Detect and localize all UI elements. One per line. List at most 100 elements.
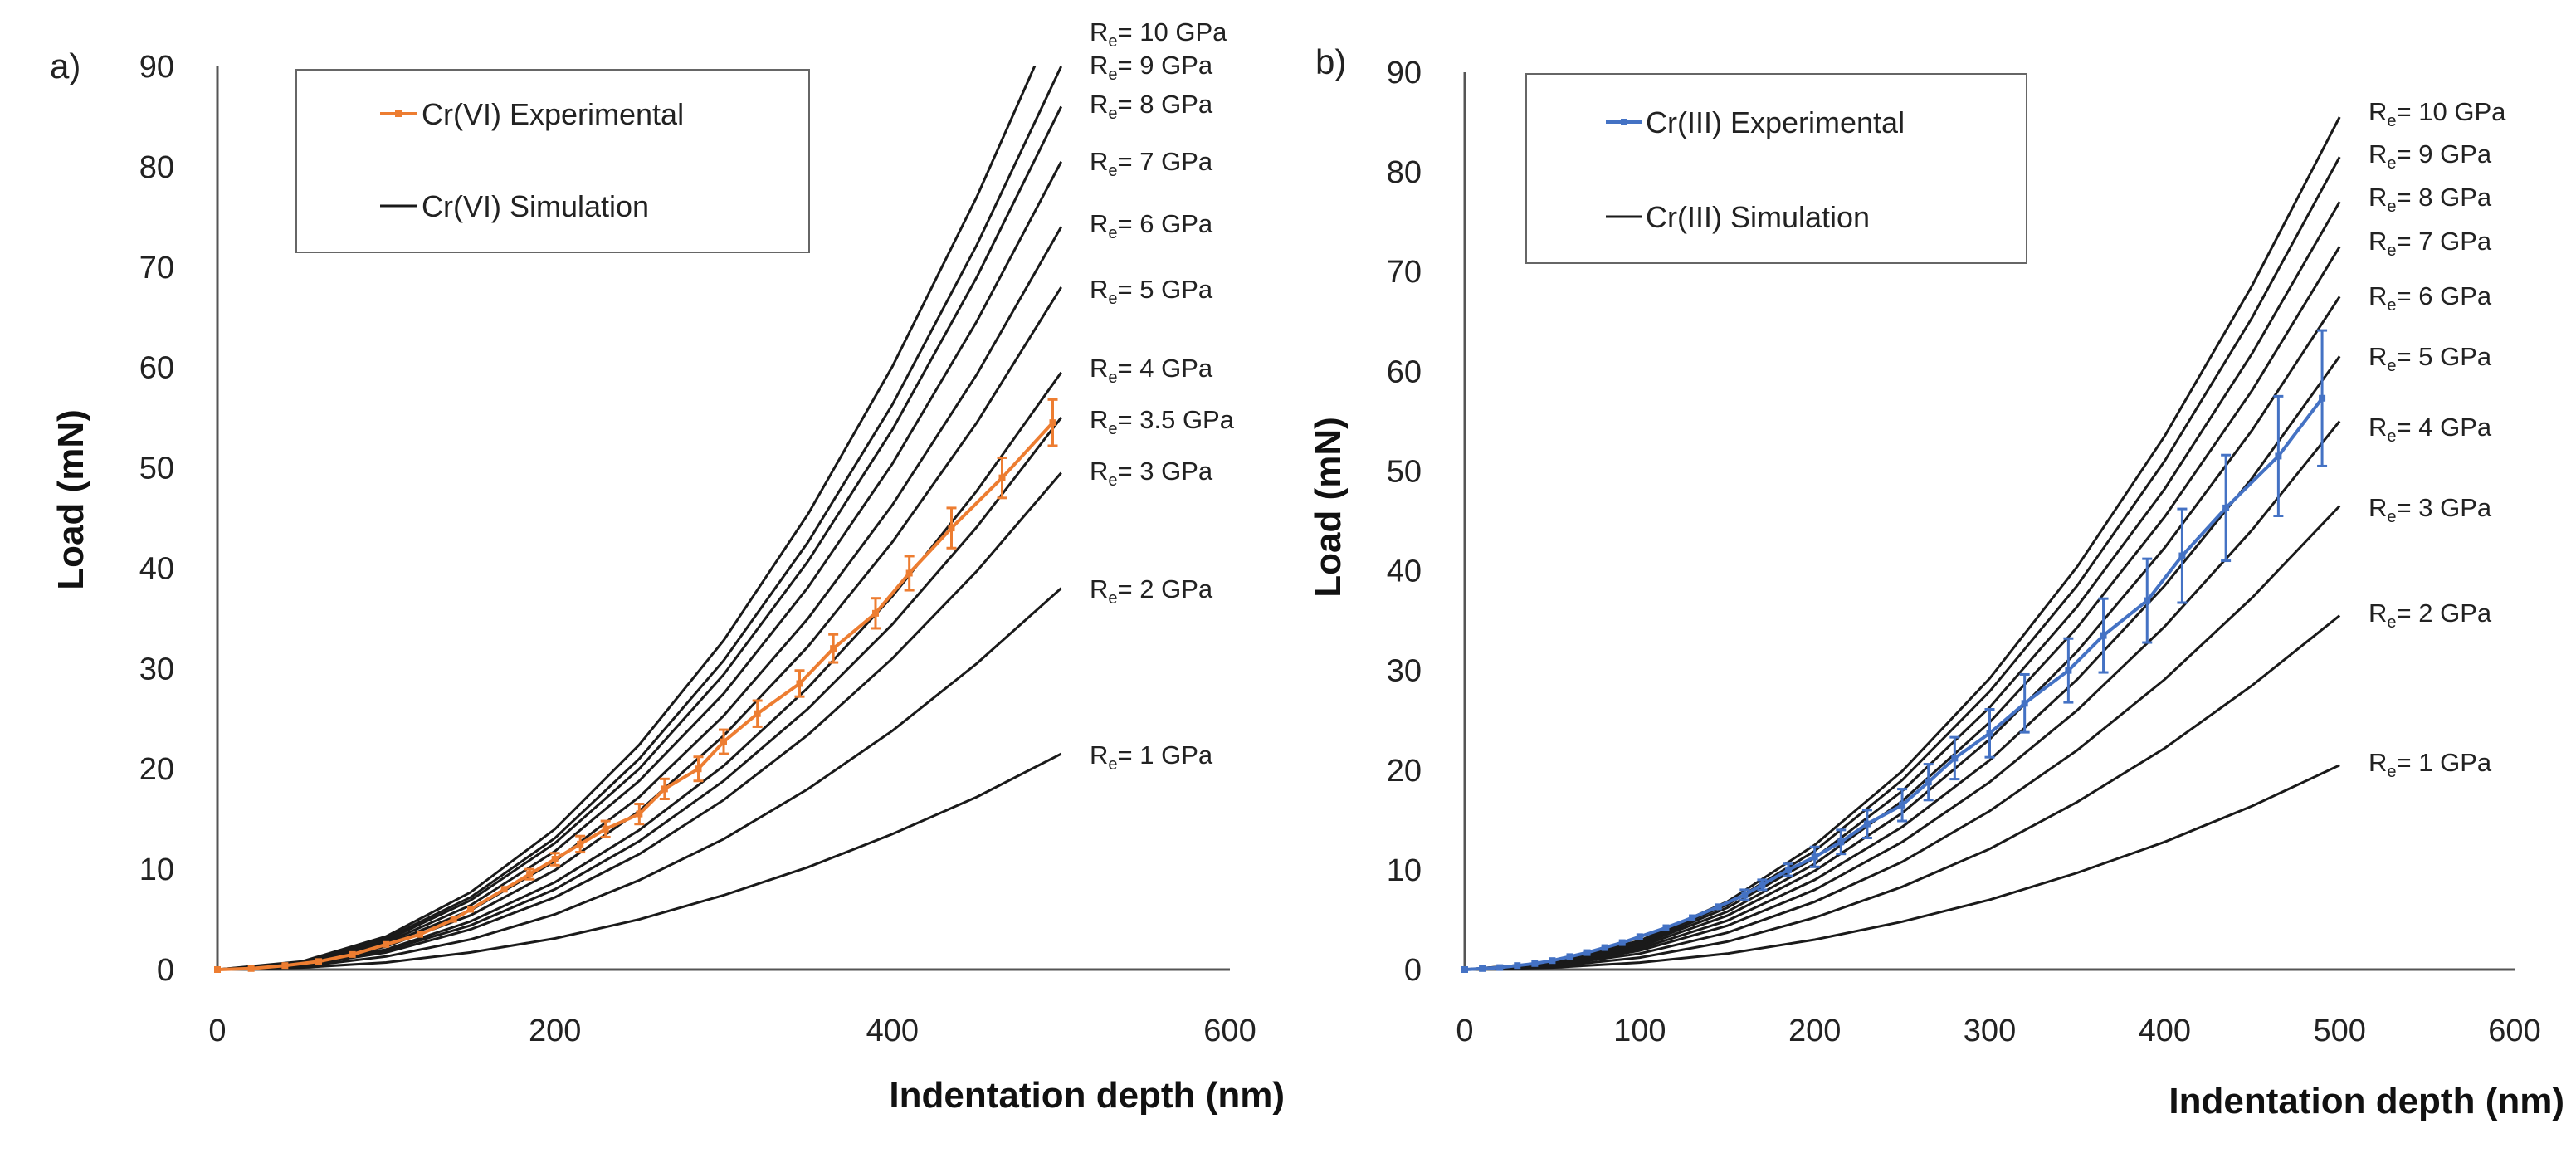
x-axis-title: Indentation depth (nm) — [2169, 1081, 2564, 1121]
label-value: = 3 GPa — [2397, 493, 2492, 522]
simulation-label: Re= 1 GPa — [2369, 748, 2492, 781]
simulation-label: Re= 5 GPa — [1090, 275, 1213, 308]
x-tick-label: 100 — [1613, 1014, 1666, 1048]
simulation-label: Re= 1 GPa — [1090, 740, 1213, 774]
data-point — [1618, 939, 1626, 946]
label-value: = 1 GPa — [1118, 740, 1213, 769]
y-tick-label: 50 — [139, 452, 174, 486]
label-prefix: R — [2369, 413, 2387, 442]
panel-label: b) — [1315, 42, 1346, 81]
data-point — [247, 965, 255, 972]
data-point — [872, 609, 879, 617]
data-point — [1662, 924, 1670, 931]
data-point — [1759, 881, 1766, 888]
y-tick-label: 40 — [139, 551, 174, 586]
label-subscript: e — [1108, 66, 1117, 84]
simulation-line — [1465, 505, 2341, 971]
data-point — [1496, 964, 1504, 971]
legend-label-simulation: Cr(III) Simulation — [1646, 200, 1870, 234]
label-value: = 7 GPa — [1118, 147, 1213, 176]
y-tick-label: 20 — [1387, 754, 1422, 789]
label-subscript: e — [1108, 290, 1117, 308]
y-tick-label: 90 — [139, 50, 174, 85]
experimental-line — [1464, 397, 2324, 971]
data-point — [1583, 949, 1591, 956]
x-tick-label: 0 — [1456, 1014, 1473, 1048]
label-subscript: e — [2387, 112, 2396, 130]
simulation-label: Re= 7 GPa — [1090, 147, 1213, 180]
simulation-line — [1465, 614, 2341, 971]
label-prefix: R — [1090, 209, 1108, 238]
data-point — [1514, 962, 1521, 970]
label-value: = 4 GPa — [1118, 354, 1213, 383]
x-tick-label: 200 — [1788, 1014, 1841, 1048]
data-point — [526, 871, 534, 878]
legend: Cr(III) Experimental Cr(III) Simulation — [1525, 73, 2027, 264]
data-point — [754, 710, 761, 717]
data-point — [467, 906, 474, 913]
label-prefix: R — [1090, 457, 1108, 486]
simulation-label: Re= 4 GPa — [2369, 413, 2492, 446]
data-point — [1785, 866, 1793, 873]
data-point — [602, 825, 609, 833]
simulation-label: Re= 5 GPa — [2369, 342, 2492, 375]
simulation-label: Re= 3.5 GPa — [1090, 405, 1235, 438]
experimental-series — [214, 398, 1058, 973]
simulation-line — [1465, 296, 2341, 971]
data-point — [500, 886, 508, 893]
y-tick-label: 40 — [1387, 555, 1422, 589]
data-point — [214, 966, 221, 973]
data-point — [577, 840, 584, 848]
legend-label-experimental: Cr(III) Experimental — [1646, 105, 1905, 139]
simulation-line — [1465, 156, 2341, 971]
simulation-line — [217, 105, 1063, 971]
label-value: = 4 GPa — [2397, 413, 2492, 442]
y-tick-label: 70 — [1387, 255, 1422, 290]
data-point — [2319, 394, 2326, 402]
data-point — [349, 950, 356, 958]
data-point — [1899, 801, 1906, 809]
x-tick-label: 300 — [1964, 1014, 2016, 1048]
data-point — [1531, 960, 1539, 967]
label-subscript: e — [1108, 420, 1117, 438]
simulation-label: Re= 9 GPa — [2369, 139, 2492, 173]
label-subscript: e — [1108, 32, 1117, 51]
legend-label-experimental: Cr(VI) Experimental — [422, 97, 684, 131]
x-tick-label: 600 — [2488, 1014, 2540, 1048]
label-value: = 3.5 GPa — [1118, 405, 1235, 434]
simulation-label: Re= 3 GPa — [1090, 457, 1213, 490]
label-value: = 6 GPa — [2397, 281, 2492, 310]
y-axis-title: Load (mN) — [51, 409, 91, 590]
simulation-label: Re= 9 GPa — [1090, 51, 1213, 84]
legend-marker-experimental — [1621, 119, 1627, 125]
data-point — [1479, 965, 1486, 972]
data-point — [1741, 891, 1749, 898]
x-tick-label: 0 — [208, 1014, 226, 1048]
x-tick-label: 600 — [1203, 1014, 1256, 1048]
data-point — [2021, 700, 2028, 707]
panel-a: a) 0 10 20 30 40 50 60 70 80 90 0 200 400 600 Indentati… — [50, 17, 1285, 1116]
data-point — [1986, 730, 1993, 737]
label-value: = 10 GPa — [2397, 97, 2507, 126]
simulation-line — [1465, 420, 2341, 971]
data-point — [2144, 597, 2151, 604]
label-prefix: R — [1090, 90, 1108, 119]
label-prefix: R — [2369, 281, 2387, 310]
label-prefix: R — [2369, 227, 2387, 256]
simulation-line — [217, 161, 1063, 971]
data-point — [2100, 632, 2107, 639]
simulation-label: Re= 2 GPa — [2369, 598, 2492, 632]
simulation-line — [1465, 201, 2341, 971]
simulation-line — [217, 752, 1062, 971]
data-point — [720, 738, 727, 745]
data-point — [1689, 914, 1696, 921]
label-subscript: e — [2387, 508, 2396, 526]
label-value: = 7 GPa — [2397, 227, 2492, 256]
y-tick-label: 60 — [139, 351, 174, 386]
legend: Cr(VI) Experimental Cr(VI) Simulation — [295, 69, 810, 253]
panel-b: b) 0 10 20 30 40 50 60 70 80 90 0 100 200 300 400 500 600… — [1308, 42, 2564, 1121]
panel-label: a) — [50, 46, 80, 85]
data-point — [1811, 853, 1818, 861]
y-tick-label: 10 — [1387, 853, 1422, 888]
simulation-line — [1465, 355, 2341, 971]
